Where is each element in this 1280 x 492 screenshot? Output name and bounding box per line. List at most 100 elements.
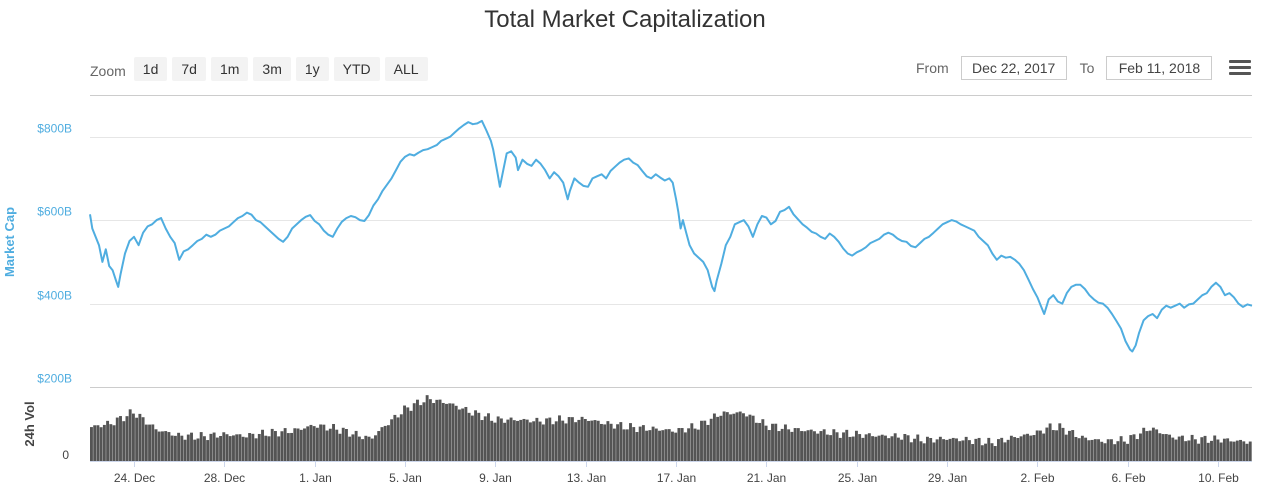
volume-bar (467, 412, 471, 461)
volume-bar (241, 436, 245, 461)
volume-bar (306, 426, 310, 461)
volume-bar (377, 431, 381, 461)
volume-bar (1210, 440, 1213, 461)
volume-bar (1132, 434, 1136, 461)
volume-bar (264, 435, 268, 461)
volume-bar (422, 402, 426, 461)
volume-bar (1071, 430, 1075, 461)
volume-bar (151, 424, 155, 461)
volume-bar (1148, 430, 1152, 461)
x-tick-label: 9. Jan (479, 471, 512, 485)
x-tick-label: 21. Jan (747, 471, 786, 485)
volume-bar (638, 426, 642, 461)
volume-bar (554, 421, 558, 461)
volume-bar (1164, 434, 1168, 461)
volume-bar (742, 413, 745, 461)
volume-bar (199, 432, 203, 461)
volume-bar (1190, 434, 1194, 461)
volume-bar (761, 419, 765, 461)
zoom-all-button[interactable]: ALL (384, 57, 428, 81)
volume-bar (1058, 423, 1062, 461)
volume-bar (454, 405, 458, 461)
volume-bar (1000, 437, 1004, 461)
volume-bar (1248, 441, 1252, 461)
volume-bar (609, 423, 613, 461)
volume-bar (257, 433, 261, 461)
volume-bar (1203, 435, 1207, 461)
volume-bar (1226, 438, 1230, 461)
volume-bar (832, 429, 836, 461)
volume-bar (867, 433, 871, 461)
volume-bar (303, 428, 306, 461)
volume-bar (693, 428, 697, 461)
volume-bar (612, 428, 616, 461)
zoom-7d-button[interactable]: 7d (172, 57, 206, 81)
volume-bar (880, 434, 884, 461)
volume-bar (1122, 441, 1126, 461)
x-tick-label: 28. Dec (204, 471, 245, 485)
from-date-input[interactable] (960, 56, 1067, 80)
volume-bar (900, 439, 904, 461)
volume-bar (877, 435, 881, 461)
to-date-input[interactable] (1106, 56, 1213, 80)
volume-bar (951, 437, 955, 461)
volume-bar (335, 429, 339, 461)
volume-bar (148, 424, 152, 461)
volume-bar (196, 438, 200, 461)
volume-bar (425, 395, 429, 461)
volume-bar (138, 413, 142, 461)
volume-bar (99, 427, 103, 461)
volume-bar (261, 429, 264, 461)
volume-bar (396, 417, 400, 461)
volume-bar (938, 436, 942, 461)
volume-bar (958, 441, 962, 461)
volume-bar (619, 422, 623, 461)
volume-bar (1155, 429, 1159, 461)
volume-bar (299, 429, 303, 461)
volume-bar (154, 429, 158, 461)
zoom-3m-button[interactable]: 3m (253, 57, 291, 81)
volume-bar (829, 435, 833, 461)
volume-bar (532, 421, 536, 461)
to-label: To (1079, 60, 1095, 76)
volume-bar (286, 433, 290, 461)
volume-bar (193, 439, 197, 461)
volume-bar (606, 421, 610, 461)
volume-bar (1235, 440, 1239, 461)
volume-bar (487, 413, 490, 461)
volume-bar (235, 434, 239, 461)
volume-bar (967, 440, 971, 461)
volume-bar (1019, 436, 1023, 461)
volume-bar (374, 435, 377, 461)
volume-bar (270, 428, 274, 461)
volume-bar (725, 412, 729, 461)
zoom-1m-button[interactable]: 1m (210, 57, 249, 81)
volume-bar (448, 403, 452, 461)
volume-bar (906, 435, 910, 461)
volume-bar (909, 442, 913, 461)
chart-menu-button[interactable] (1229, 60, 1251, 80)
volume-bar (1080, 435, 1084, 461)
volume-bar (406, 407, 410, 461)
zoom-ytd-button[interactable]: YTD (333, 57, 380, 81)
volume-bar (386, 425, 390, 461)
volume-bar (1222, 438, 1226, 461)
volume-bar (1145, 431, 1149, 461)
x-tick-label: 13. Jan (567, 471, 606, 485)
volume-bar (564, 423, 568, 461)
volume-bar (835, 432, 839, 461)
volume-bar (919, 441, 923, 461)
volume-bar (1245, 443, 1249, 461)
zoom-1y-button[interactable]: 1y (295, 57, 329, 81)
volume-bar (942, 439, 946, 461)
volume-bar (225, 434, 229, 461)
volume-bar (961, 440, 965, 461)
volume-bar (625, 429, 629, 461)
x-tick-label: 2. Feb (1020, 471, 1054, 485)
zoom-1d-button[interactable]: 1d (133, 57, 168, 81)
volume-bar (315, 427, 319, 461)
volume-bar (822, 429, 826, 461)
volume-bar (157, 431, 161, 461)
volume-bar (380, 427, 384, 461)
